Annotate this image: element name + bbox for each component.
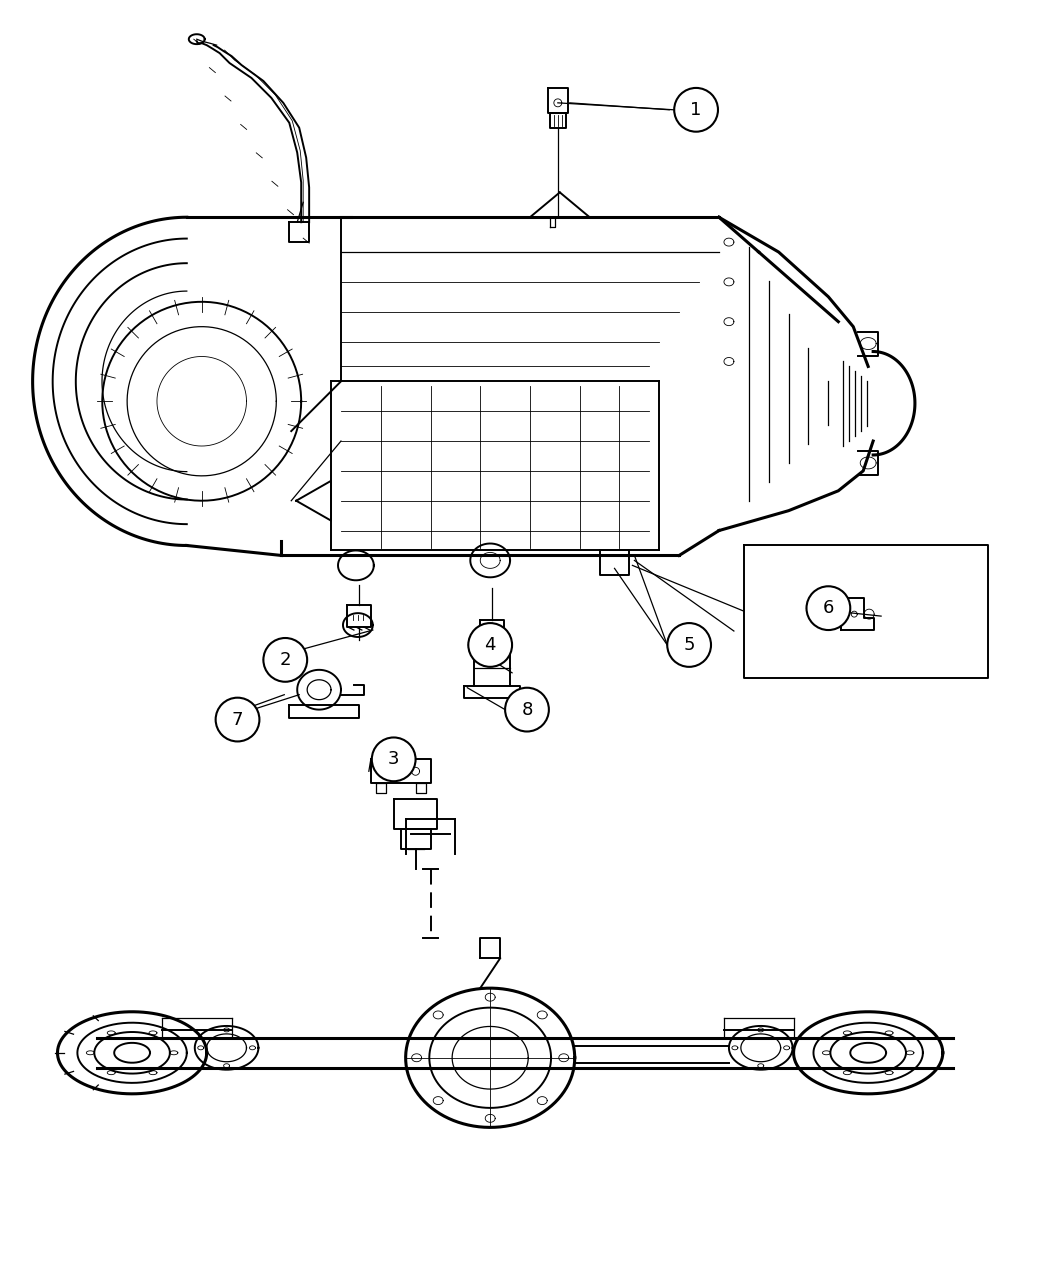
Text: 1: 1 (691, 101, 701, 119)
Circle shape (264, 638, 308, 682)
Circle shape (372, 737, 416, 782)
Text: 5: 5 (684, 636, 695, 654)
Circle shape (215, 697, 259, 742)
Text: 2: 2 (279, 650, 291, 669)
Text: 4: 4 (484, 636, 496, 654)
Circle shape (667, 623, 711, 667)
Text: 3: 3 (387, 751, 399, 769)
Text: 7: 7 (232, 710, 244, 728)
Text: 8: 8 (521, 701, 532, 719)
Circle shape (505, 687, 549, 732)
Circle shape (674, 88, 718, 131)
Text: 6: 6 (823, 599, 834, 617)
Circle shape (468, 623, 512, 667)
Circle shape (806, 586, 850, 630)
